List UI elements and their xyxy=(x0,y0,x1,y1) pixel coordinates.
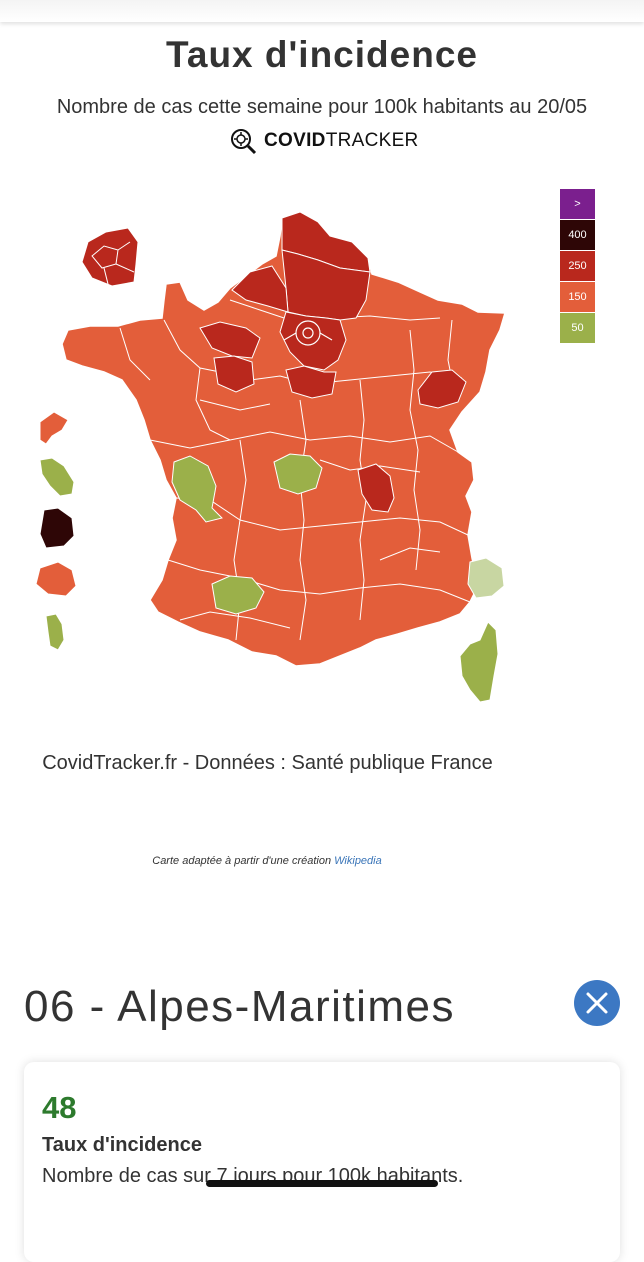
legend-swatch-400: 400 xyxy=(560,220,595,250)
overseas-guyane[interactable] xyxy=(39,507,75,549)
legend-swatch-above: > xyxy=(560,189,595,219)
overseas-guadeloupe[interactable] xyxy=(39,411,69,445)
brand-light: TRACKER xyxy=(325,130,419,151)
close-button[interactable] xyxy=(574,980,620,1026)
legend-swatch-150: 150 xyxy=(560,282,595,312)
page-title: Taux d'incidence xyxy=(166,34,478,75)
brand-bold: COVID xyxy=(264,130,326,151)
department-title: 06 - Alpes-Maritimes xyxy=(24,982,456,1031)
credit-text: Carte adaptée à partir d'une création xyxy=(152,855,332,867)
virus-magnifier-icon xyxy=(231,129,257,155)
overseas-reunion[interactable] xyxy=(35,561,77,597)
incidence-label: Taux d'incidence xyxy=(42,1134,202,1156)
close-icon xyxy=(586,992,608,1014)
paris-region-borders xyxy=(283,320,333,346)
home-indicator[interactable] xyxy=(206,1180,438,1187)
legend-swatch-50: 50 xyxy=(560,313,595,343)
paris-inset-borders xyxy=(91,241,135,285)
department-06-alpes-maritimes[interactable] xyxy=(467,557,505,599)
legend-swatch-250: 250 xyxy=(560,251,595,281)
corsica[interactable] xyxy=(459,621,499,703)
covidtracker-logo[interactable]: COVIDTRACKER xyxy=(228,126,419,156)
overseas-mayotte[interactable] xyxy=(45,613,65,651)
map-credit: Carte adaptée à partir d'une création Wi… xyxy=(0,855,534,867)
incidence-map[interactable] xyxy=(0,170,644,730)
high-incidence-zone[interactable] xyxy=(199,211,467,513)
wikipedia-link[interactable]: Wikipedia xyxy=(334,855,382,867)
overseas-martinique[interactable] xyxy=(39,457,75,497)
page-subtitle: Nombre de cas cette semaine pour 100k ha… xyxy=(56,96,588,118)
mainland-france[interactable] xyxy=(61,211,506,667)
map-legend: > 400 250 150 50 xyxy=(560,189,595,344)
low-incidence-zone[interactable] xyxy=(171,453,323,615)
source-caption: CovidTracker.fr - Données : Santé publiq… xyxy=(42,752,493,774)
paris-inset[interactable] xyxy=(81,227,139,287)
browser-top-bar xyxy=(0,0,644,22)
department-card: 48 Taux d'incidence Nombre de cas sur 7 … xyxy=(24,1062,620,1262)
incidence-value: 48 xyxy=(42,1090,77,1125)
